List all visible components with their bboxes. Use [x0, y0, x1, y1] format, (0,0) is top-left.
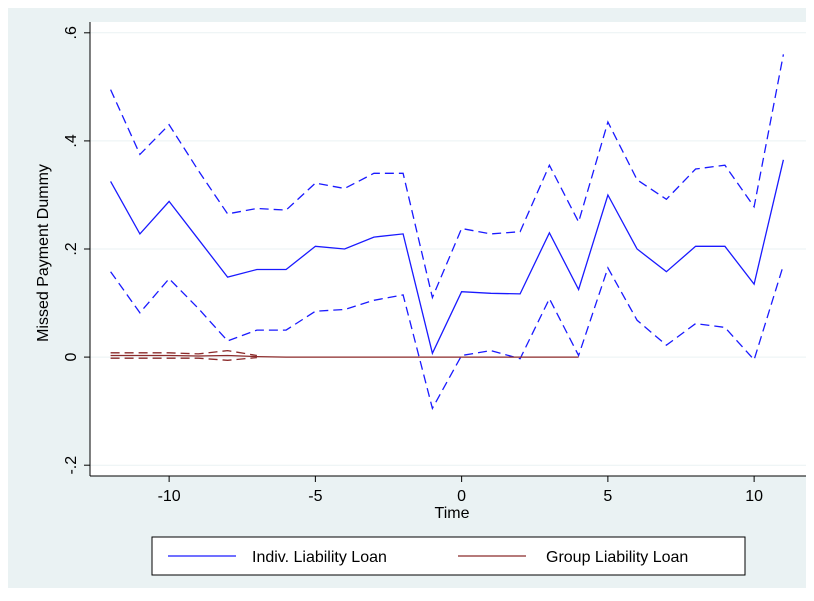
legend: Indiv. Liability Loan Group Liability Loa… — [152, 537, 745, 575]
y-axis-label: Missed Payment Dummy — [35, 164, 52, 342]
y-tick-label: .4 — [63, 134, 80, 147]
x-tick-label: -10 — [158, 488, 181, 505]
y-tick-label: .6 — [63, 26, 80, 39]
x-tick-label: 5 — [603, 488, 612, 505]
x-tick-label: 0 — [457, 488, 466, 505]
y-tick-label: .2 — [63, 242, 80, 255]
y-tick-label: -.2 — [63, 456, 80, 475]
legend-label: Indiv. Liability Loan — [252, 549, 387, 566]
x-axis-label: Time — [435, 505, 470, 522]
x-tick-label: -5 — [308, 488, 322, 505]
x-tick-label: 10 — [745, 488, 763, 505]
y-tick-label: 0 — [63, 353, 80, 362]
legend-label: Group Liability Loan — [546, 549, 688, 566]
